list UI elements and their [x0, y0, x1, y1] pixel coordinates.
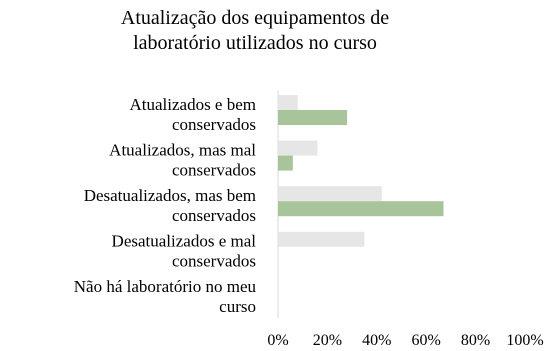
bar-series-2-category-3: [278, 201, 444, 217]
chart-title-line-2: laboratório utilizados no curso: [133, 32, 377, 54]
category-label-2-line-1: Atualizados, mas mal: [109, 140, 256, 159]
category-label-4-line-2: conservados: [172, 252, 256, 271]
x-tick-label-3: 40%: [362, 332, 391, 349]
category-label-3-line-2: conservados: [172, 206, 256, 225]
x-tick-label-2: 20%: [313, 332, 342, 349]
category-label-4-line-1: Desatualizados e mal: [112, 232, 257, 251]
x-tick-label-5: 80%: [461, 332, 490, 349]
bar-series-1-category-3: [278, 186, 382, 202]
chart-title-line-1: Atualização dos equipamentos de: [120, 7, 390, 29]
x-tick-label-1: 0%: [267, 332, 288, 349]
bar-series-2-category-2: [278, 155, 293, 171]
category-label-2-line-2: conservados: [172, 160, 256, 179]
bar-series-1-category-4: [278, 231, 365, 247]
x-tick-label-4: 60%: [412, 332, 441, 349]
category-label-1-line-2: conservados: [172, 115, 256, 134]
category-label-5-line-1: Não há laboratório no meu: [74, 277, 257, 296]
category-label-5-line-2: curso: [219, 297, 256, 316]
bar-series-2-category-1: [278, 110, 348, 125]
bar-series-1-category-1: [278, 95, 298, 110]
bar-series-1-category-2: [278, 140, 318, 156]
category-label-1-line-1: Atualizados e bem: [129, 95, 256, 114]
x-tick-label-6: 100%: [506, 332, 543, 349]
chart-title: Atualização dos equipamentos de laborató…: [0, 6, 510, 56]
category-label-3-line-1: Desatualizados, mas bem: [84, 186, 256, 205]
